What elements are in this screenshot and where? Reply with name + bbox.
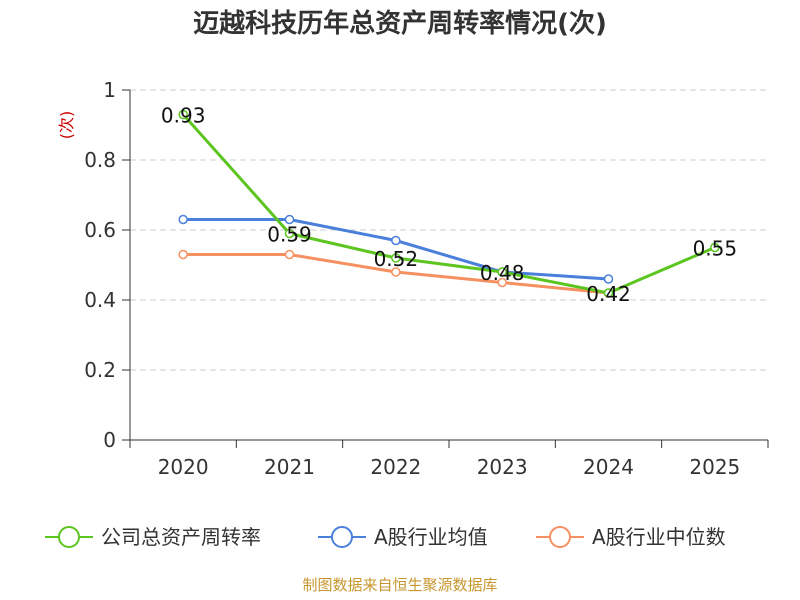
y-tick-label: 0 [103, 428, 116, 452]
data-point [710, 242, 720, 253]
series-line [182, 113, 716, 295]
data-point [284, 228, 295, 239]
data-point [284, 249, 295, 260]
data-label: 0.52 [374, 247, 419, 271]
series-0 [178, 109, 720, 298]
x-tick-label: 2024 [583, 455, 634, 479]
y-tick-label: 0.4 [84, 288, 116, 312]
data-point [391, 253, 401, 263]
data-label: 0.93 [161, 104, 206, 128]
data-point [284, 214, 295, 225]
legend-item-1: A股行业均值 [318, 525, 488, 549]
data-label: 0.55 [693, 237, 738, 261]
data-point [178, 109, 188, 120]
legend: 公司总资产周转率 A股行业均值 A股行业中位数 [45, 525, 726, 549]
chart-title: 迈越科技历年总资产周转率情况(次) [193, 8, 607, 39]
data-point [178, 214, 188, 225]
data-point [603, 274, 614, 284]
y-axis-unit-label: (次) [57, 111, 76, 140]
y-tick-label: 0.6 [84, 218, 116, 242]
axes: 0 0.2 0.4 0.6 0.8 1 2020 2021 2022 2023 2024 2025 [84, 78, 769, 479]
data-labels: 0.93 0.59 0.52 0.48 0.42 0.55 [161, 104, 737, 307]
data-point [497, 267, 507, 277]
y-tick-label: 0.2 [84, 358, 116, 382]
legend-label: A股行业均值 [374, 525, 488, 549]
x-tick-label: 2025 [689, 455, 740, 479]
legend-label: A股行业中位数 [592, 525, 726, 549]
data-point [391, 267, 401, 277]
x-tick-label: 2021 [264, 455, 315, 479]
legend-swatch-marker [331, 526, 353, 548]
legend-item-0: 公司总资产周转率 [45, 525, 261, 549]
legend-item-2: A股行业中位数 [536, 525, 726, 549]
data-source-note: 制图数据来自恒生聚源数据库 [302, 576, 497, 594]
y-tick-label: 1 [103, 78, 116, 102]
x-tick-label: 2022 [370, 455, 421, 479]
gridlines [130, 89, 768, 371]
y-tick-label: 0.8 [84, 148, 116, 172]
series-lines [178, 109, 720, 298]
data-label: 0.42 [586, 282, 631, 306]
x-tick-label: 2023 [477, 455, 528, 479]
x-tick-label: 2020 [158, 455, 209, 479]
data-label: 0.59 [267, 223, 312, 247]
data-label: 0.48 [480, 261, 525, 285]
legend-swatch-marker [58, 526, 80, 548]
data-point [603, 288, 614, 298]
data-point [178, 249, 188, 260]
data-point [497, 277, 507, 288]
legend-swatch-marker [549, 526, 571, 548]
legend-label: 公司总资产周转率 [101, 525, 261, 549]
data-point [391, 235, 401, 246]
